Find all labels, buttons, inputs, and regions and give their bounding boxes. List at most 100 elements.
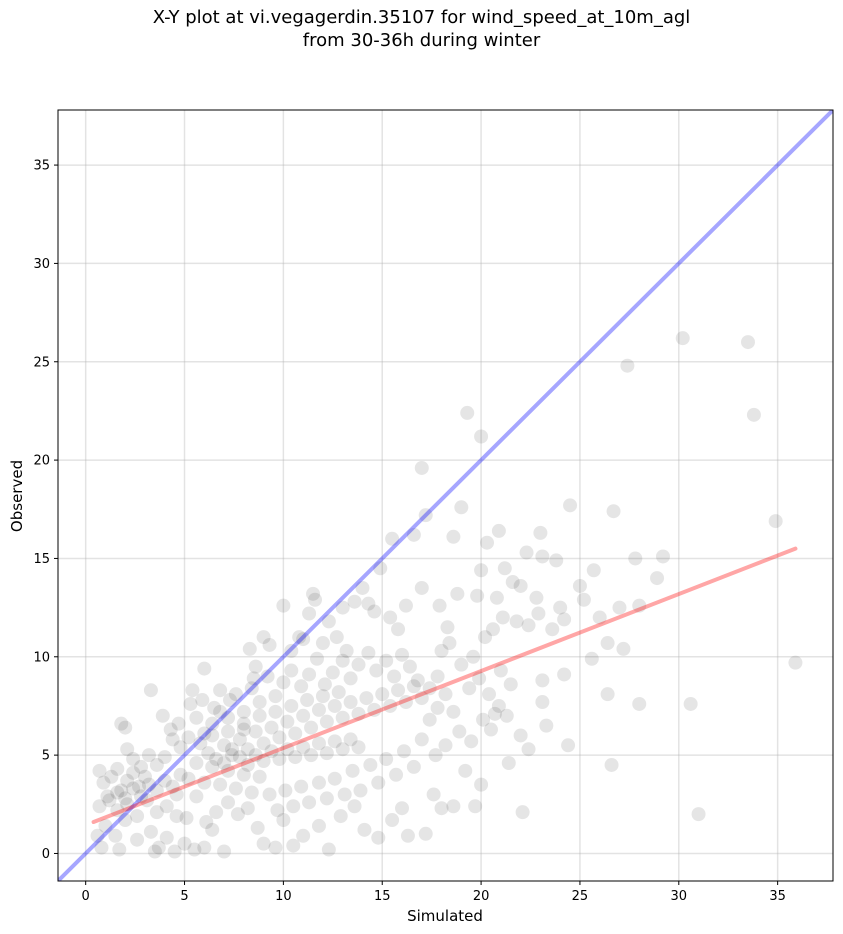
scatter-point	[159, 830, 174, 845]
scatter-point	[315, 636, 330, 651]
scatter-point	[335, 653, 350, 668]
scatter-point	[491, 523, 506, 538]
scatter-point	[224, 742, 239, 757]
scatter-point	[474, 777, 489, 792]
x-tick-label: 5	[180, 889, 188, 904]
scatter-point	[343, 695, 358, 710]
scatter-point	[143, 683, 158, 698]
scatter-point	[286, 838, 301, 853]
scatter-point	[294, 679, 309, 694]
scatter-point	[331, 685, 346, 700]
scatter-point	[213, 704, 228, 719]
scatter-point	[398, 598, 413, 613]
scatter-point	[284, 663, 299, 678]
scatter-point	[462, 681, 477, 696]
scatter-point	[286, 799, 301, 814]
scatter-point	[600, 636, 615, 651]
scatter-point	[561, 738, 576, 753]
scatter-point	[470, 588, 485, 603]
scatter-point	[244, 681, 259, 696]
scatter-point	[189, 789, 204, 804]
scatter-point	[327, 734, 342, 749]
scatter-point	[576, 592, 591, 607]
scatter-point	[177, 836, 192, 851]
scatter-point	[746, 407, 761, 422]
scatter-point	[302, 606, 317, 621]
scatter-point	[100, 789, 115, 804]
scatter-point	[149, 783, 164, 798]
scatter-point	[248, 748, 263, 763]
scatter-point	[446, 529, 461, 544]
scatter-point	[521, 742, 536, 757]
reference-lines	[58, 110, 833, 881]
scatter-point	[495, 610, 510, 625]
scatter-point	[438, 687, 453, 702]
scatter-point	[252, 695, 267, 710]
scatter-point	[92, 799, 107, 814]
scatter-point	[452, 724, 467, 739]
scatter-point	[788, 655, 803, 670]
scatter-point	[478, 630, 493, 645]
scatter-point	[497, 561, 512, 576]
scatter-point	[339, 643, 354, 658]
scatter-point	[221, 710, 236, 725]
scatter-point	[248, 724, 263, 739]
x-tick-label: 0	[82, 889, 90, 904]
scatter-point	[311, 818, 326, 833]
scatter-point	[268, 704, 283, 719]
scatter-point	[616, 641, 631, 656]
scatter-point	[276, 813, 291, 828]
scatter-point	[458, 763, 473, 778]
scatter-point	[309, 651, 324, 666]
scatter-point	[391, 683, 406, 698]
scatter-point	[317, 677, 332, 692]
scatter-point	[347, 594, 362, 609]
scatter-point	[110, 761, 125, 776]
scatter-point	[481, 687, 496, 702]
scatter-point	[325, 665, 340, 680]
scatter-point	[205, 728, 220, 743]
scatter-point	[335, 742, 350, 757]
scatter-point	[272, 752, 287, 767]
scatter-point	[371, 830, 386, 845]
scatter-point	[280, 714, 295, 729]
data-points	[90, 331, 803, 859]
scatter-point	[414, 460, 429, 475]
axis-ticks: 0 5 10 15 20 25 30 35 0 5 10 15 20 25 30 35	[33, 159, 785, 904]
scatter-point	[284, 643, 299, 658]
x-axis-label: Simulated	[407, 907, 483, 925]
scatter-point	[489, 590, 504, 605]
scatter-point	[217, 755, 232, 770]
scatter-point	[361, 596, 376, 611]
scatter-point	[143, 824, 158, 839]
scatter-point	[396, 744, 411, 759]
scatter-point	[108, 828, 123, 843]
scatter-point	[288, 750, 303, 765]
scatter-point	[422, 712, 437, 727]
scatter-point	[264, 744, 279, 759]
scatter-point	[311, 736, 326, 751]
scatter-point	[539, 718, 554, 733]
plot-frame	[57, 109, 834, 882]
scatter-point	[201, 746, 216, 761]
chart-title-line-2: from 30-36h during winter	[302, 30, 541, 51]
scatter-point	[197, 661, 212, 676]
scatter-point	[529, 590, 544, 605]
scatter-point	[355, 580, 370, 595]
scatter-point	[163, 722, 178, 737]
scatter-point	[171, 716, 186, 731]
scatter-point	[197, 726, 212, 741]
scatter-point	[359, 691, 374, 706]
scatter-point	[205, 759, 220, 774]
scatter-point	[306, 586, 321, 601]
scatter-point	[217, 844, 232, 859]
scatter-point	[572, 578, 587, 593]
scatter-point	[430, 700, 445, 715]
scatter-point	[321, 614, 336, 629]
scatter-point	[509, 614, 524, 629]
scatter-point	[531, 606, 546, 621]
scatter-point	[406, 759, 421, 774]
scatter-point	[446, 799, 461, 814]
scatter-point	[141, 748, 156, 763]
scatter-point	[149, 805, 164, 820]
